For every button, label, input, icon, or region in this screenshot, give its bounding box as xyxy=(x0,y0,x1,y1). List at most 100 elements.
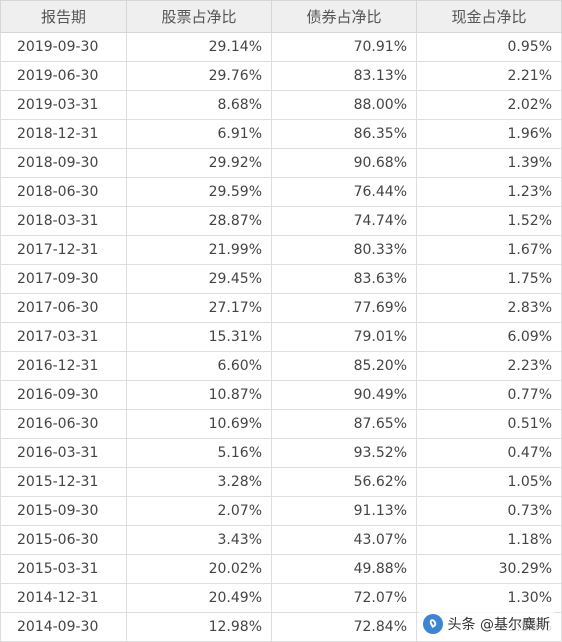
cell-stock-ratio: 21.99% xyxy=(126,235,272,265)
table-row: 2018-03-31 28.87% 74.74% 1.52% xyxy=(0,206,562,236)
cell-report-date: 2019-03-31 xyxy=(0,90,127,120)
cell-report-date: 2015-06-30 xyxy=(0,525,127,555)
cell-cash-ratio: 1.75% xyxy=(416,264,562,294)
cell-bond-ratio: 83.63% xyxy=(271,264,417,294)
cell-bond-ratio: 76.44% xyxy=(271,177,417,207)
header-stock-ratio: 股票占净比 xyxy=(126,0,272,33)
table-row: 2019-03-31 8.68% 88.00% 2.02% xyxy=(0,90,562,120)
cell-report-date: 2019-06-30 xyxy=(0,61,127,91)
cell-report-date: 2015-03-31 xyxy=(0,554,127,584)
table-row: 2014-12-31 20.49% 72.07% 1.30% xyxy=(0,583,562,613)
table-row: 2018-06-30 29.59% 76.44% 1.23% xyxy=(0,177,562,207)
cell-stock-ratio: 6.91% xyxy=(126,119,272,149)
table-row: 2017-03-31 15.31% 79.01% 6.09% xyxy=(0,322,562,352)
table-row: 2018-09-30 29.92% 90.68% 1.39% xyxy=(0,148,562,178)
cell-report-date: 2017-06-30 xyxy=(0,293,127,323)
cell-stock-ratio: 12.98% xyxy=(126,612,272,642)
cell-bond-ratio: 70.91% xyxy=(271,32,417,62)
cell-stock-ratio: 29.76% xyxy=(126,61,272,91)
cell-cash-ratio: 2.23% xyxy=(416,351,562,381)
cell-stock-ratio: 20.02% xyxy=(126,554,272,584)
table-row: 2019-09-30 29.14% 70.91% 0.95% xyxy=(0,32,562,62)
cell-cash-ratio: 1.18% xyxy=(416,525,562,555)
cell-bond-ratio: 72.84% xyxy=(271,612,417,642)
cell-bond-ratio: 86.35% xyxy=(271,119,417,149)
cell-bond-ratio: 91.13% xyxy=(271,496,417,526)
cell-bond-ratio: 72.07% xyxy=(271,583,417,613)
cell-stock-ratio: 28.87% xyxy=(126,206,272,236)
cell-bond-ratio: 49.88% xyxy=(271,554,417,584)
cell-cash-ratio: 2.21% xyxy=(416,61,562,91)
cell-stock-ratio: 6.60% xyxy=(126,351,272,381)
cell-report-date: 2019-09-30 xyxy=(0,32,127,62)
cell-bond-ratio: 90.68% xyxy=(271,148,417,178)
cell-stock-ratio: 29.59% xyxy=(126,177,272,207)
cell-stock-ratio: 3.28% xyxy=(126,467,272,497)
cell-report-date: 2016-12-31 xyxy=(0,351,127,381)
table-row: 2016-09-30 10.87% 90.49% 0.77% xyxy=(0,380,562,410)
cell-report-date: 2016-03-31 xyxy=(0,438,127,468)
cell-report-date: 2018-03-31 xyxy=(0,206,127,236)
table-row: 2015-09-30 2.07% 91.13% 0.73% xyxy=(0,496,562,526)
cell-report-date: 2017-09-30 xyxy=(0,264,127,294)
table-row: 2018-12-31 6.91% 86.35% 1.96% xyxy=(0,119,562,149)
table-row: 2016-12-31 6.60% 85.20% 2.23% xyxy=(0,351,562,381)
cell-stock-ratio: 29.45% xyxy=(126,264,272,294)
cell-bond-ratio: 43.07% xyxy=(271,525,417,555)
cell-report-date: 2016-09-30 xyxy=(0,380,127,410)
toutiao-logo-icon xyxy=(422,614,443,634)
cell-report-date: 2017-12-31 xyxy=(0,235,127,265)
cell-cash-ratio: 2.83% xyxy=(416,293,562,323)
cell-report-date: 2014-12-31 xyxy=(0,583,127,613)
cell-stock-ratio: 10.87% xyxy=(126,380,272,410)
cell-stock-ratio: 5.16% xyxy=(126,438,272,468)
cell-report-date: 2016-06-30 xyxy=(0,409,127,439)
table-row: 2015-06-30 3.43% 43.07% 1.18% xyxy=(0,525,562,555)
header-report-period: 报告期 xyxy=(0,0,127,33)
cell-stock-ratio: 3.43% xyxy=(126,525,272,555)
cell-cash-ratio: 0.95% xyxy=(416,32,562,62)
cell-cash-ratio: 1.30% xyxy=(416,583,562,613)
cell-bond-ratio: 79.01% xyxy=(271,322,417,352)
cell-cash-ratio: 1.67% xyxy=(416,235,562,265)
cell-report-date: 2015-09-30 xyxy=(0,496,127,526)
cell-bond-ratio: 88.00% xyxy=(271,90,417,120)
cell-report-date: 2017-03-31 xyxy=(0,322,127,352)
cell-stock-ratio: 10.69% xyxy=(126,409,272,439)
cell-cash-ratio: 1.39% xyxy=(416,148,562,178)
cell-cash-ratio: 1.52% xyxy=(416,206,562,236)
table-body: 2019-09-30 29.14% 70.91% 0.95% 2019-06-30 29.… xyxy=(0,32,562,642)
table-row: 2015-03-31 20.02% 49.88% 30.29% xyxy=(0,554,562,584)
cell-bond-ratio: 77.69% xyxy=(271,293,417,323)
cell-cash-ratio: 1.23% xyxy=(416,177,562,207)
table-header-row: 报告期 股票占净比 债券占净比 现金占净比 xyxy=(0,0,562,33)
cell-bond-ratio: 80.33% xyxy=(271,235,417,265)
table-row: 2017-06-30 27.17% 77.69% 2.83% xyxy=(0,293,562,323)
table-row: 2017-12-31 21.99% 80.33% 1.67% xyxy=(0,235,562,265)
table-row: 2019-06-30 29.76% 83.13% 2.21% xyxy=(0,61,562,91)
cell-report-date: 2018-06-30 xyxy=(0,177,127,207)
cell-cash-ratio: 0.47% xyxy=(416,438,562,468)
cell-stock-ratio: 8.68% xyxy=(126,90,272,120)
cell-cash-ratio: 2.02% xyxy=(416,90,562,120)
cell-stock-ratio: 29.14% xyxy=(126,32,272,62)
cell-stock-ratio: 20.49% xyxy=(126,583,272,613)
cell-stock-ratio: 2.07% xyxy=(126,496,272,526)
cell-report-date: 2018-09-30 xyxy=(0,148,127,178)
watermark-text: 头条 @基尔麋斯 xyxy=(447,617,550,633)
cell-report-date: 2014-09-30 xyxy=(0,612,127,642)
cell-bond-ratio: 74.74% xyxy=(271,206,417,236)
cell-cash-ratio: 1.96% xyxy=(416,119,562,149)
table-row: 2016-06-30 10.69% 87.65% 0.51% xyxy=(0,409,562,439)
cell-bond-ratio: 56.62% xyxy=(271,467,417,497)
table-row: 2015-12-31 3.28% 56.62% 1.05% xyxy=(0,467,562,497)
header-bond-ratio: 债券占净比 xyxy=(271,0,417,33)
cell-report-date: 2018-12-31 xyxy=(0,119,127,149)
cell-bond-ratio: 87.65% xyxy=(271,409,417,439)
cell-bond-ratio: 83.13% xyxy=(271,61,417,91)
cell-cash-ratio: 6.09% xyxy=(416,322,562,352)
table-row: 2017-09-30 29.45% 83.63% 1.75% xyxy=(0,264,562,294)
cell-stock-ratio: 27.17% xyxy=(126,293,272,323)
cell-cash-ratio: 0.51% xyxy=(416,409,562,439)
